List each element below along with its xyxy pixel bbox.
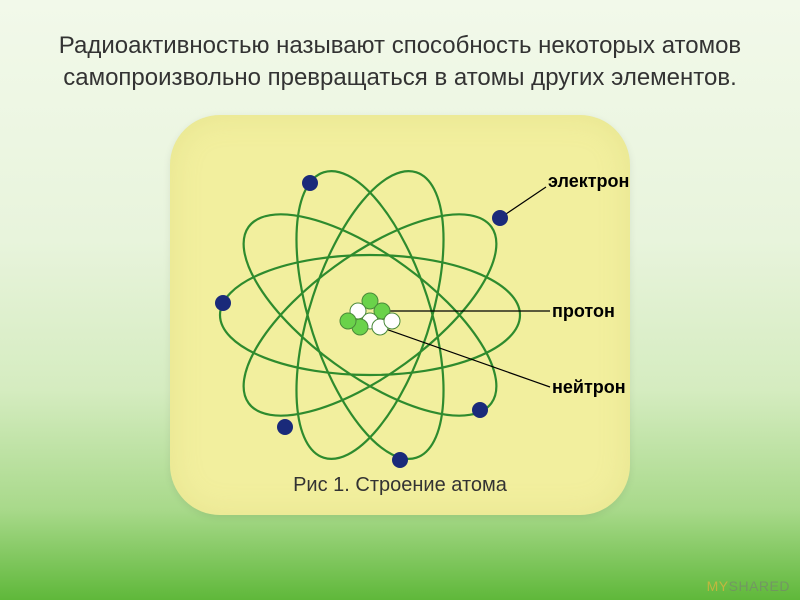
watermark-prefix: MY xyxy=(707,578,729,594)
figure-caption: Рис 1. Строение атома xyxy=(170,474,630,497)
watermark: MYSHARED xyxy=(707,578,790,594)
atom-diagram-card: электрон протон нейтрон Рис 1. Строение … xyxy=(170,115,630,515)
label-electron: электрон xyxy=(548,171,629,192)
label-neutron: нейтрон xyxy=(552,377,626,398)
slide: Радиоактивностью называют способность не… xyxy=(0,0,800,600)
label-proton: протон xyxy=(552,301,615,322)
watermark-suffix: SHARED xyxy=(729,578,790,594)
slide-title: Радиоактивностью называют способность не… xyxy=(50,30,750,95)
